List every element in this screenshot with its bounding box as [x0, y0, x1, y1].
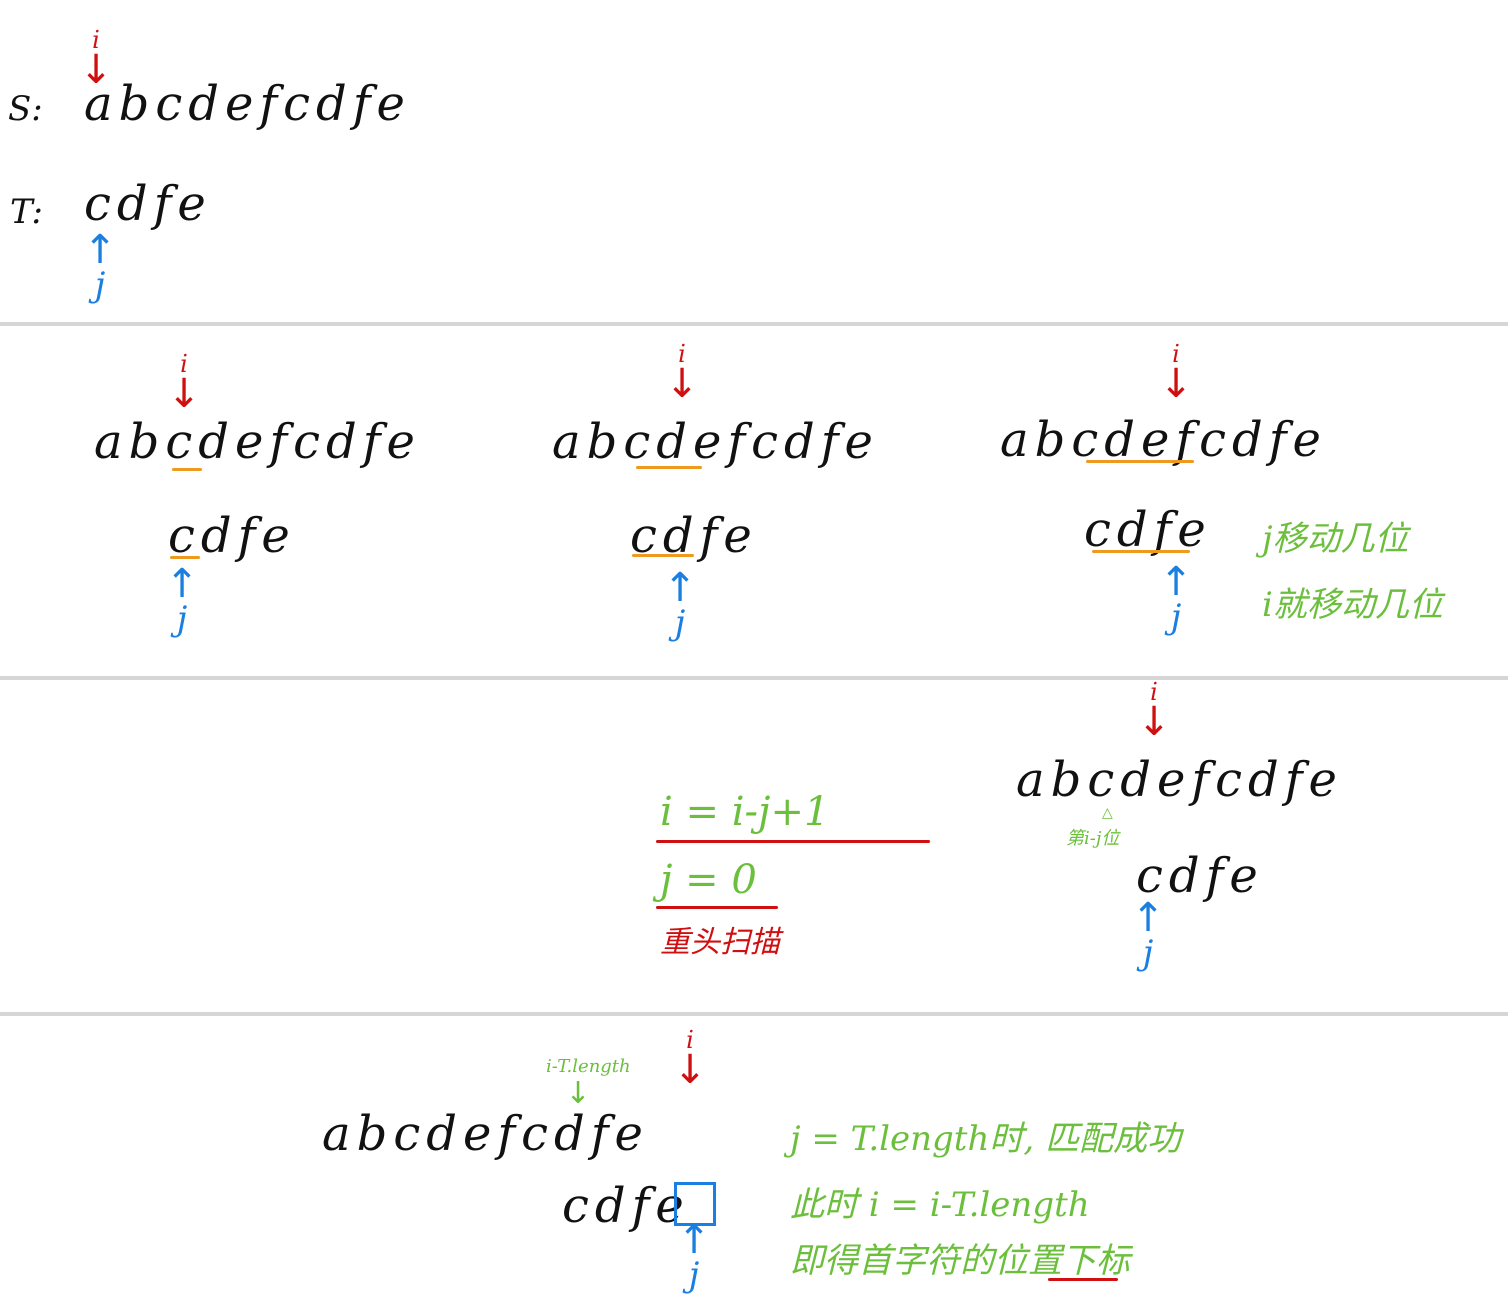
s-string: abcdefcdfe — [84, 80, 411, 128]
s-string: abcdefcdfe — [552, 418, 879, 466]
down-arrow-icon: ↓ — [1134, 704, 1174, 740]
note-j-moves: j移动几位 — [1262, 522, 1409, 556]
i-pointer: i ↓ — [662, 342, 702, 402]
position-note: 第i-j位 — [1066, 830, 1119, 848]
note-match-success: j = T.length时, 匹配成功 — [790, 1122, 1181, 1156]
down-arrow-icon: ↓ — [662, 366, 702, 402]
j-pointer: ↑ j — [674, 1222, 714, 1292]
t-string: cdfe — [84, 180, 212, 228]
down-arrow-icon: ↓ — [670, 1052, 710, 1088]
formula-i-reset: i = i-j+1 — [660, 792, 829, 832]
j-pointer: ↑ j — [1128, 900, 1168, 970]
j-pointer: ↑ j — [80, 232, 120, 302]
divider — [0, 1012, 1508, 1016]
j-label: j — [1156, 600, 1196, 634]
formula-underline — [656, 906, 778, 909]
up-arrow-icon: ↑ — [1156, 564, 1196, 600]
triangle-marker-icon: △ — [1102, 806, 1113, 820]
t-label: T: — [10, 195, 43, 229]
j-pointer: ↑ j — [1156, 564, 1196, 634]
down-arrow-icon: ↓ — [558, 1080, 598, 1107]
up-arrow-icon: ↑ — [1128, 900, 1168, 936]
s-string: abcdefcdfe — [1000, 416, 1327, 464]
formula-underline — [656, 840, 930, 843]
emphasis-underline — [1048, 1278, 1118, 1281]
s-string: abcdefcdfe — [94, 418, 421, 466]
s-string: abcdefcdfe — [1016, 756, 1343, 804]
t-string: cdfe — [1136, 852, 1264, 900]
match-underline — [1092, 550, 1190, 553]
j-label: j — [674, 1258, 714, 1292]
match-underline — [632, 554, 694, 557]
j-pointer: ↑ j — [660, 570, 700, 640]
start-pointer: ↓ — [558, 1080, 598, 1107]
up-arrow-icon: ↑ — [162, 566, 202, 602]
j-label: j — [1128, 936, 1168, 970]
j-label: j — [80, 268, 120, 302]
down-arrow-icon: ↓ — [1156, 366, 1196, 402]
note-i-moves: i就移动几位 — [1262, 588, 1443, 622]
i-pointer: i ↓ — [1156, 342, 1196, 402]
match-underline — [1086, 460, 1194, 463]
t-string: cdfe — [1084, 506, 1212, 554]
divider — [0, 676, 1508, 680]
divider — [0, 322, 1508, 326]
s-label: S: — [8, 92, 43, 126]
formula-j-reset: j = 0 — [660, 860, 757, 900]
match-underline — [636, 466, 702, 469]
up-arrow-icon: ↑ — [660, 570, 700, 606]
note-index-formula: 此时 i = i-T.length — [790, 1188, 1090, 1222]
rescan-label: 重头扫描 — [660, 928, 780, 958]
t-string: cdfe — [630, 512, 758, 560]
t-string: cdfe — [168, 512, 296, 560]
start-index-label: i-T.length — [546, 1058, 631, 1076]
match-underline — [170, 556, 200, 559]
match-underline — [172, 468, 202, 471]
j-label: j — [660, 606, 700, 640]
up-arrow-icon: ↑ — [674, 1222, 714, 1258]
i-pointer: i ↓ — [670, 1028, 710, 1088]
note-first-char: 即得首字符的位置下标 — [790, 1244, 1130, 1278]
down-arrow-icon: ↓ — [164, 376, 204, 412]
j-label: j — [162, 602, 202, 636]
i-pointer: i ↓ — [164, 352, 204, 412]
j-pointer: ↑ j — [162, 566, 202, 636]
s-string: abcdefcdfe — [322, 1110, 649, 1158]
i-pointer: i ↓ — [1134, 680, 1174, 740]
t-string: cdfe — [562, 1182, 690, 1230]
up-arrow-icon: ↑ — [80, 232, 120, 268]
